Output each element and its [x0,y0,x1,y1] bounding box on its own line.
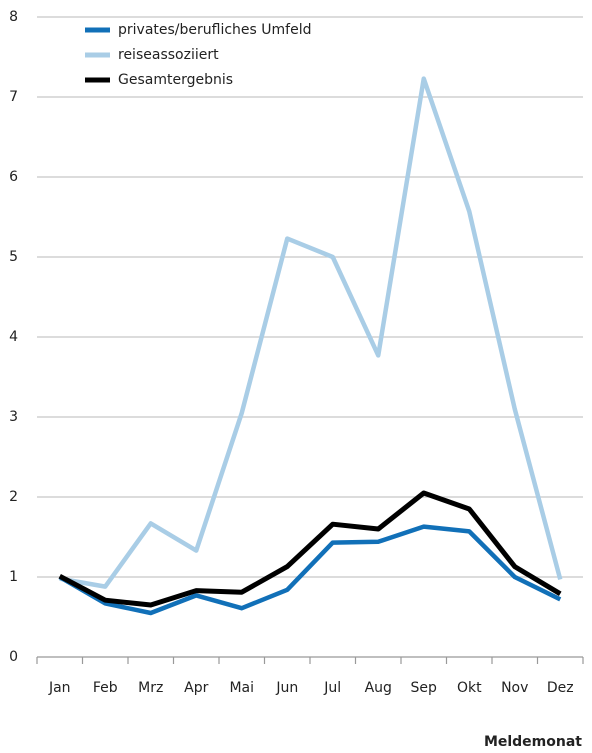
y-tick-label: 3 [9,409,18,425]
x-tick-label: Jun [275,680,298,696]
legend-label: reiseassoziiert [118,47,219,63]
x-tick-label: Okt [457,680,482,696]
y-tick-label: 7 [9,89,18,105]
x-tick-label: Mrz [138,680,163,696]
x-tick-label: Nov [501,680,528,696]
series-line [59,76,563,589]
x-tick-label: Sep [411,680,438,696]
y-tick-label: 6 [9,169,18,185]
legend-label: privates/berufliches Umfeld [118,22,311,38]
y-tick-label: 2 [9,489,18,505]
x-axis-label: Meldemonat [484,734,582,750]
legend-label: Gesamtergebnis [118,72,233,88]
series-line [58,490,562,608]
x-tick-label: Aug [365,680,392,696]
y-tick-label: 4 [9,329,18,345]
y-tick-label: 8 [9,9,18,25]
x-tick-label: Jul [323,680,341,696]
x-tick-label: Dez [547,680,574,696]
x-tick-label: Apr [184,680,208,696]
x-tick-label: Mai [229,680,254,696]
x-tick-label: Jan [48,680,71,696]
y-tick-label: 0 [9,649,18,665]
y-tick-label: 1 [9,569,18,585]
x-tick-label: Feb [93,680,118,696]
series-line [58,524,562,616]
y-tick-label: 5 [9,249,18,265]
